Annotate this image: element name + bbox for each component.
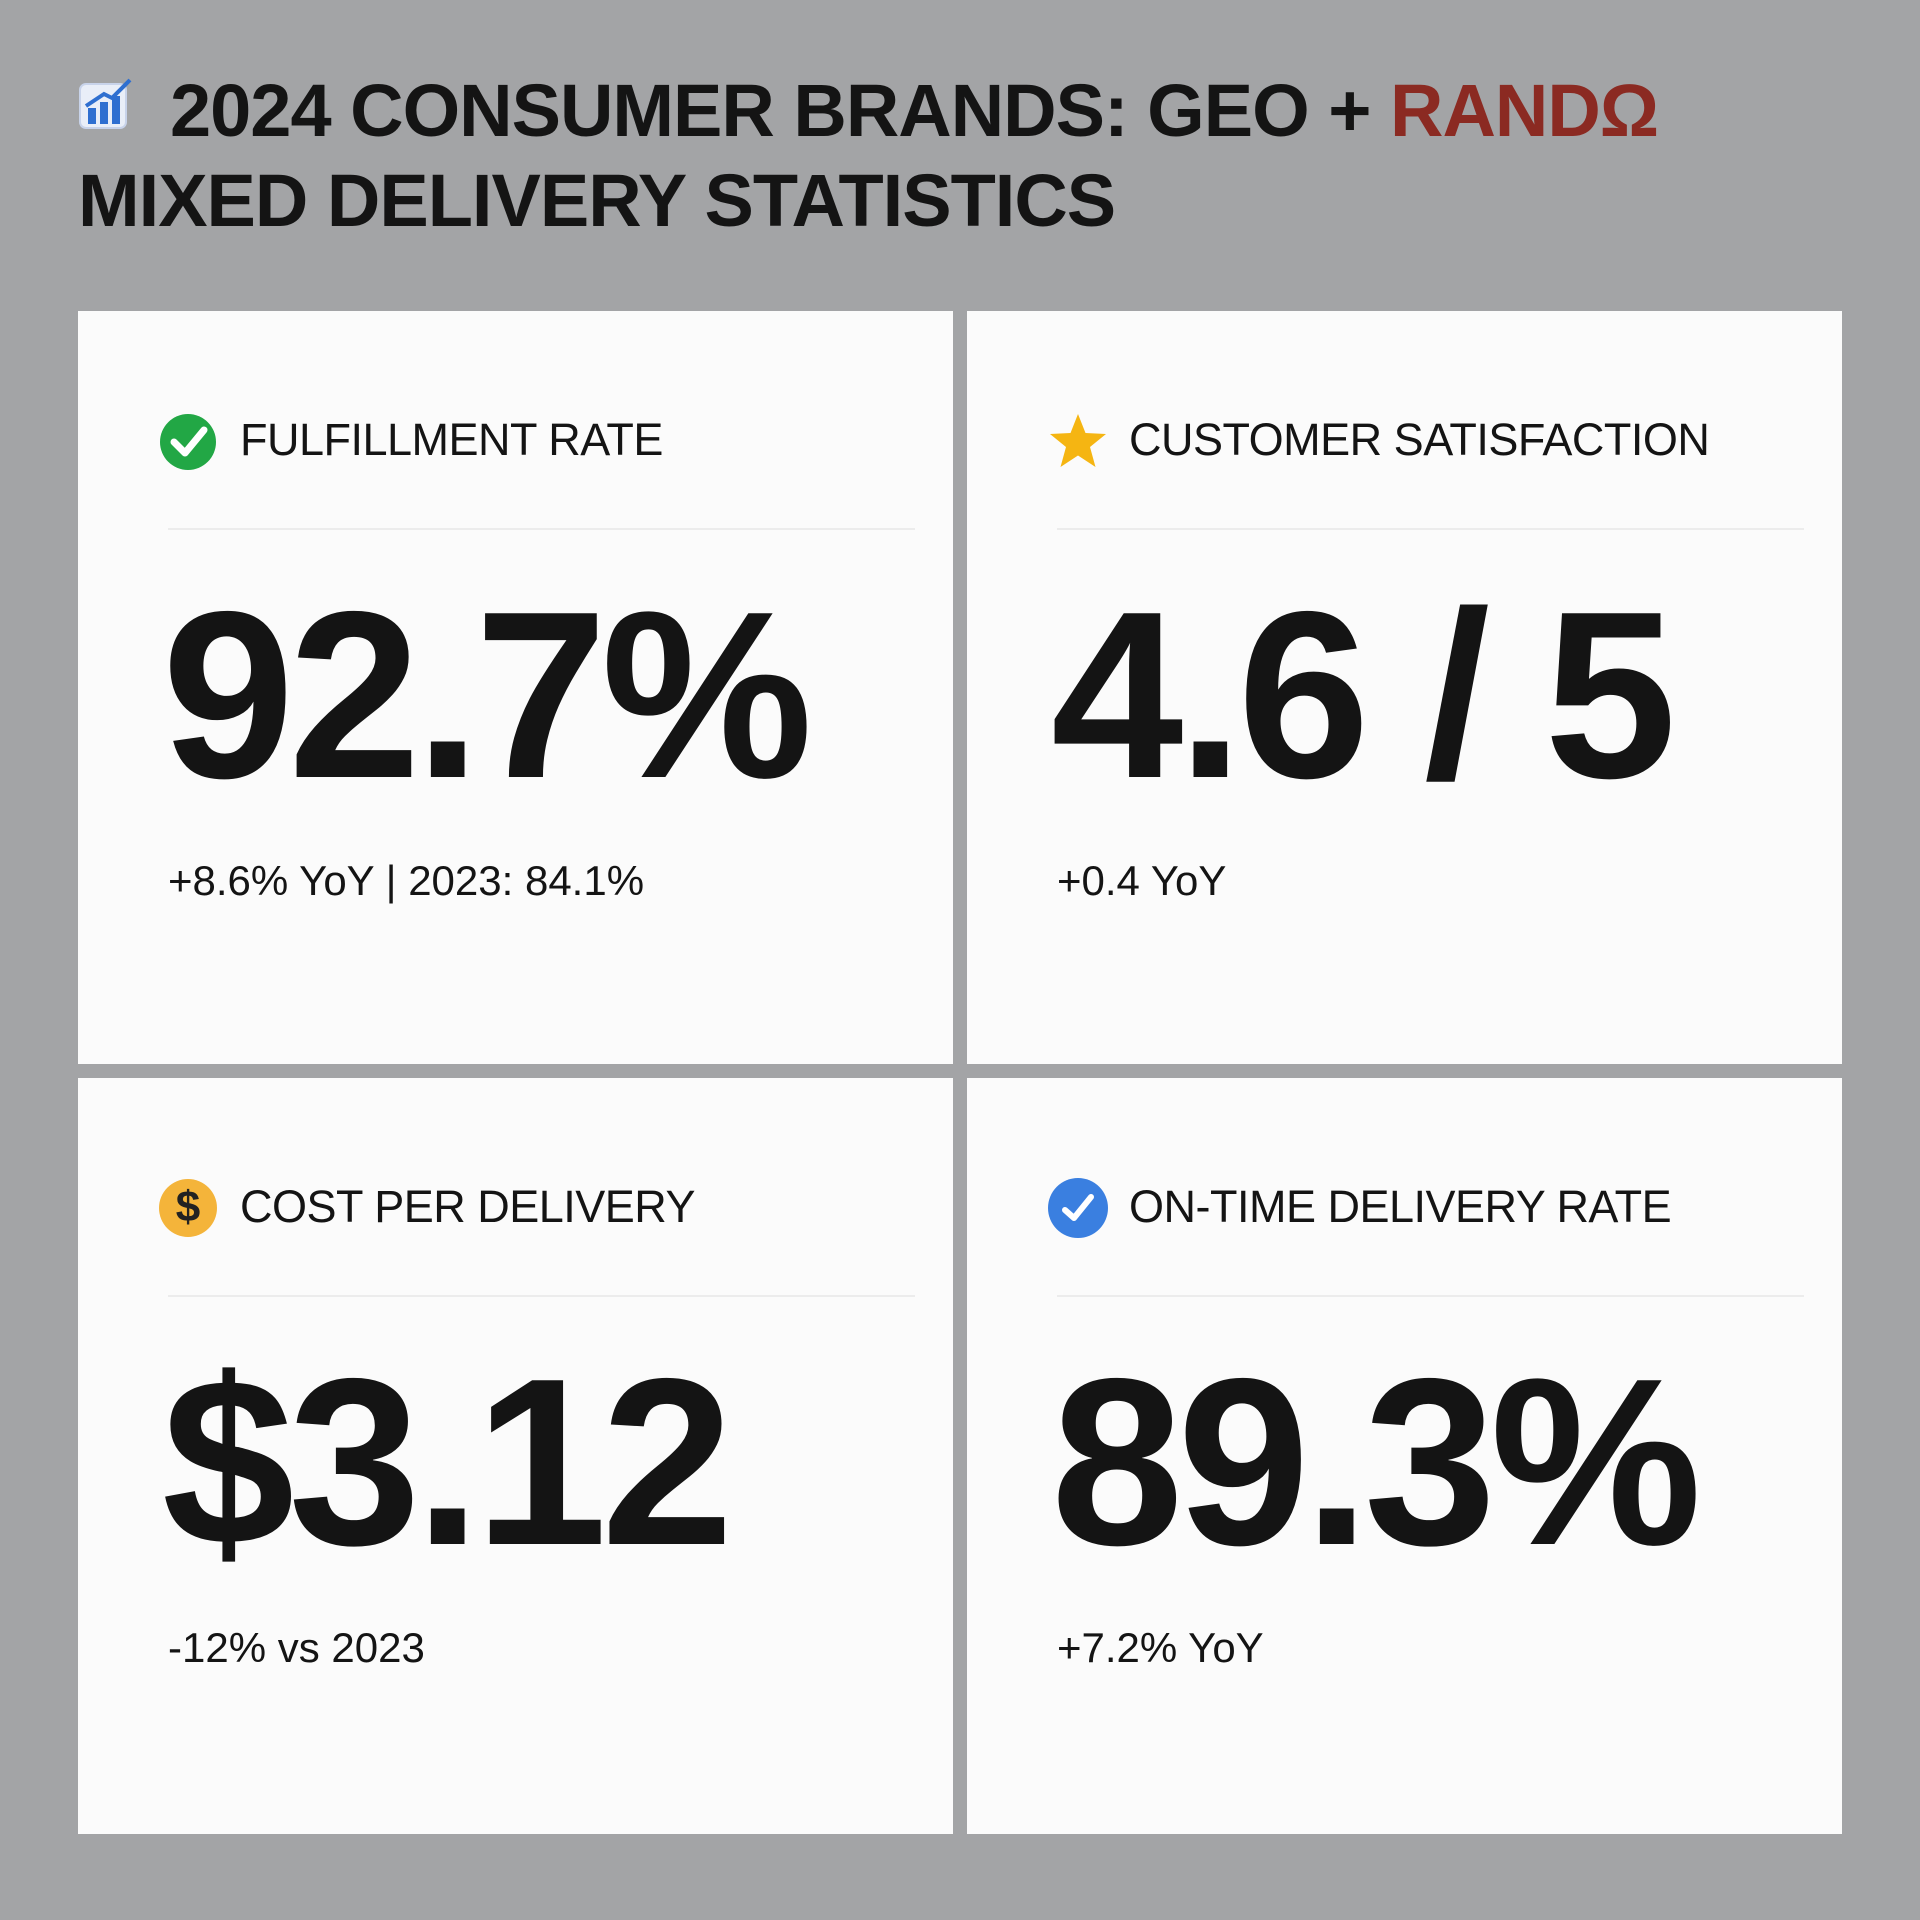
title-line-2: MIXED DELIVERY STATISTICS — [78, 159, 1116, 242]
title: 2024 CONSUMER BRANDS: GEO + RANDΩ MIXED … — [78, 66, 1659, 246]
icon-glyph: $ — [176, 1183, 200, 1232]
card-label: FULFILLMENT RATE — [240, 414, 663, 465]
kpi-card: CUSTOMER SATISFACTION 4.6 / 5 +0.4 YoY — [967, 311, 1842, 1064]
card-change: +0.4 YoY — [1057, 857, 1227, 904]
badge-icon — [1048, 1178, 1108, 1238]
title-icon — [79, 78, 132, 129]
card-change: +8.6% YoY | 2023: 84.1% — [168, 857, 645, 904]
card-change: -12% vs 2023 — [168, 1624, 425, 1671]
check-icon — [160, 414, 216, 470]
card-label: COST PER DELIVERY — [240, 1181, 696, 1232]
card-value: 92.7% — [162, 563, 813, 828]
title-main: 2024 CONSUMER BRANDS: GEO + — [170, 69, 1390, 152]
card-value: 89.3% — [1051, 1330, 1702, 1595]
card-label: CUSTOMER SATISFACTION — [1129, 414, 1710, 465]
divider — [1057, 528, 1804, 530]
divider — [1057, 1295, 1804, 1297]
title-accent: RANDΩ — [1390, 69, 1659, 152]
card-value: $3.12 — [162, 1330, 734, 1595]
star-icon — [1050, 414, 1106, 467]
kpi-card: ON-TIME DELIVERY RATE 89.3% +7.2% YoY — [967, 1078, 1842, 1834]
divider — [168, 1295, 915, 1297]
kpi-card: FULFILLMENT RATE 92.7% +8.6% YoY | 2023:… — [78, 311, 953, 1064]
card-label: ON-TIME DELIVERY RATE — [1129, 1181, 1672, 1232]
kpi-card: $ COST PER DELIVERY $3.12 -12% vs 2023 — [78, 1078, 953, 1834]
card-change: +7.2% YoY — [1057, 1624, 1264, 1671]
card-value: 4.6 / 5 — [1051, 563, 1677, 828]
dollar-icon: $ — [159, 1179, 217, 1237]
divider — [168, 528, 915, 530]
